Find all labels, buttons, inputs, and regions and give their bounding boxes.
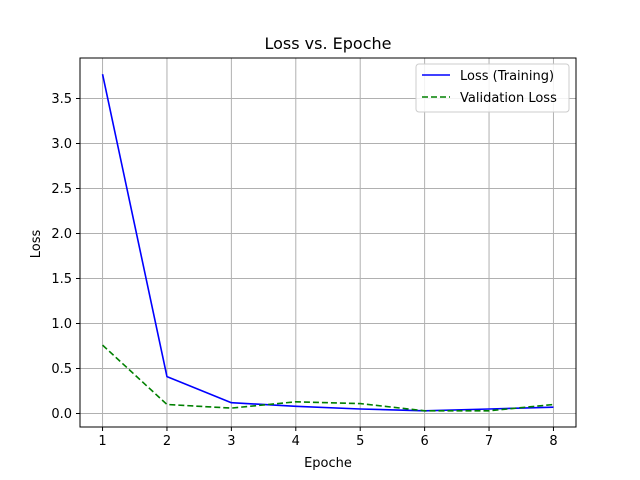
y-axis-label: Loss — [29, 230, 44, 259]
legend-label: Loss (Training) — [460, 69, 554, 84]
series-lines — [101, 74, 554, 412]
chart-title: Loss vs. Epoche — [265, 34, 392, 53]
y-tick-label: 3.5 — [51, 92, 72, 107]
axis-ticks: 1 2 3 4 5 6 7 8 0.0 0.5 1.0 1.5 2.0 2.5 3.0 3.5 — [51, 92, 557, 449]
legend-label: Validation Loss — [460, 91, 557, 106]
y-tick-label: 1.0 — [51, 317, 72, 332]
x-tick-label: 3 — [227, 434, 235, 449]
x-tick-label: 7 — [485, 434, 493, 449]
x-tick-label: 1 — [98, 434, 106, 449]
y-tick-label: 0.0 — [51, 407, 72, 422]
legend: Loss (Training) Validation Loss — [415, 63, 570, 113]
series-line-0 — [101, 74, 554, 412]
series-line-1 — [102, 344, 554, 412]
y-tick-label: 3.0 — [51, 137, 72, 152]
y-tick-label: 1.5 — [51, 272, 72, 287]
grid — [80, 58, 576, 427]
plot-frame — [79, 57, 577, 428]
y-tick-label: 2.5 — [51, 182, 72, 197]
x-axis-label: Epoche — [304, 456, 352, 471]
x-tick-label: 6 — [420, 434, 428, 449]
x-tick-label: 4 — [292, 434, 300, 449]
x-tick-label: 5 — [356, 434, 364, 449]
y-tick-label: 0.5 — [51, 362, 72, 377]
legend-box — [415, 63, 570, 113]
y-tick-label: 2.0 — [51, 227, 72, 242]
x-tick-label: 2 — [163, 434, 171, 449]
x-tick-label: 8 — [549, 434, 557, 449]
